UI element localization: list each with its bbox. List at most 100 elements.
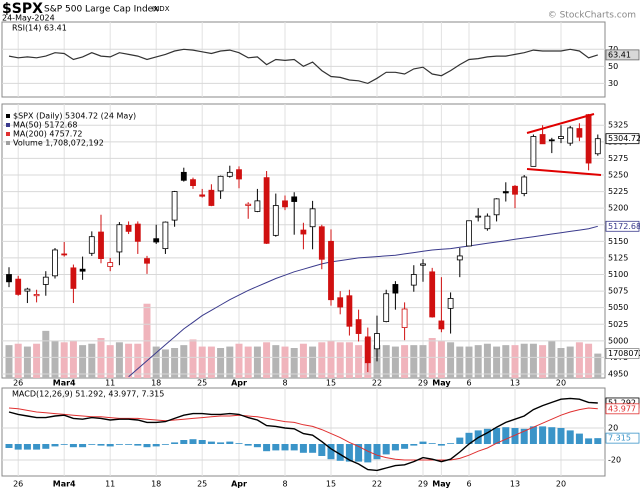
candle-body — [153, 238, 160, 243]
candle-body — [125, 225, 132, 232]
histogram-bar — [33, 444, 41, 450]
x-tick-label: 8 — [282, 480, 287, 489]
candle-body — [548, 139, 555, 142]
volume-bar — [474, 345, 482, 378]
candle-body — [15, 278, 22, 295]
volume-bar — [134, 343, 142, 378]
x-tick-label: 26 — [13, 480, 23, 489]
value-box — [605, 220, 640, 232]
volume-bar — [290, 348, 298, 378]
volume-bar — [336, 342, 344, 378]
volume-bar — [189, 339, 197, 378]
volume-bar — [437, 340, 445, 378]
x-tick-label: 18 — [151, 480, 161, 489]
legend-swatch — [6, 114, 10, 118]
y-tick-label: 5125 — [608, 253, 628, 262]
y-tick-label: 20 — [608, 424, 618, 433]
candle-body — [61, 253, 68, 256]
volume-bar — [410, 345, 418, 378]
y-tick-label: 4950 — [608, 370, 628, 379]
value-box — [605, 348, 640, 359]
candle-body — [484, 215, 491, 230]
candle-body — [190, 179, 196, 187]
value-box-label: 5304.72 — [608, 134, 640, 143]
volume-bar — [548, 340, 556, 378]
candle-body — [429, 271, 436, 318]
candle-body — [217, 175, 224, 192]
candle-body — [199, 194, 206, 197]
signal-line — [8, 407, 598, 461]
legend-swatch — [6, 123, 10, 127]
x-tick-label: 6 — [466, 379, 471, 388]
histogram-bar — [539, 426, 547, 444]
candle-body — [502, 191, 509, 194]
volume-bar — [318, 342, 326, 378]
candle-body — [226, 171, 233, 177]
candle-body — [208, 189, 215, 206]
volume-bar — [60, 342, 68, 378]
value-box-label: 5172.68 — [608, 222, 640, 231]
volume-bar — [575, 342, 583, 378]
trend-line — [526, 168, 602, 176]
candle-body — [355, 319, 362, 334]
histogram-bar — [115, 444, 123, 445]
volume-bar — [585, 343, 593, 378]
volume-bar — [401, 345, 409, 378]
candle-body — [346, 295, 353, 327]
candle-body — [374, 333, 380, 350]
candle-body — [438, 320, 445, 330]
volume-bar — [355, 345, 363, 378]
candle-body — [410, 274, 417, 286]
macd-line — [8, 397, 598, 472]
y-tick-label: 5325 — [608, 121, 628, 130]
volume-bar — [299, 343, 307, 378]
histogram-bar — [373, 444, 381, 460]
candle-body — [171, 191, 178, 221]
y-tick-label: 5200 — [608, 204, 628, 213]
candle-body — [521, 176, 528, 194]
x-tick-label: 18 — [151, 379, 161, 388]
x-tick-label: 25 — [197, 379, 207, 388]
value-box-label: 43.977 — [608, 404, 636, 413]
volume-bar — [263, 342, 271, 378]
histogram-bar — [290, 444, 298, 451]
x-tick-label: 11 — [105, 379, 115, 388]
value-box — [605, 133, 640, 145]
volume-bar — [594, 353, 602, 378]
histogram-bar — [244, 444, 252, 446]
exchange: INDX — [152, 5, 170, 13]
volume-bar — [115, 342, 123, 378]
candle-body — [401, 308, 408, 328]
volume-bar — [33, 343, 41, 378]
histogram-bar — [529, 426, 537, 444]
histogram-bar — [171, 442, 179, 444]
histogram-bar — [161, 444, 169, 445]
candle-body — [107, 262, 114, 267]
histogram-bar — [309, 444, 317, 453]
histogram-bar — [263, 444, 271, 452]
symbol: $SPX — [2, 1, 43, 17]
candle-body — [475, 215, 482, 218]
volume-bar — [226, 346, 234, 378]
y-tick-label: 5000 — [608, 336, 628, 345]
histogram-bar — [594, 438, 602, 444]
candle-body — [558, 136, 564, 139]
histogram-bar — [585, 438, 593, 444]
volume-bar — [69, 340, 77, 378]
value-box — [605, 49, 640, 61]
histogram-bar — [143, 444, 151, 448]
histogram-bar — [226, 441, 234, 444]
histogram-bar — [79, 444, 87, 448]
x-tick-label: 8 — [282, 379, 287, 388]
candle-body — [447, 297, 454, 309]
histogram-bar — [465, 432, 473, 444]
histogram-bar — [253, 444, 261, 448]
histogram-bar — [410, 444, 418, 446]
legend-label: MA(50) 5172.68 — [13, 121, 77, 130]
candle-body — [180, 171, 187, 181]
histogram-bar — [511, 428, 519, 444]
volume-bar — [391, 346, 399, 378]
